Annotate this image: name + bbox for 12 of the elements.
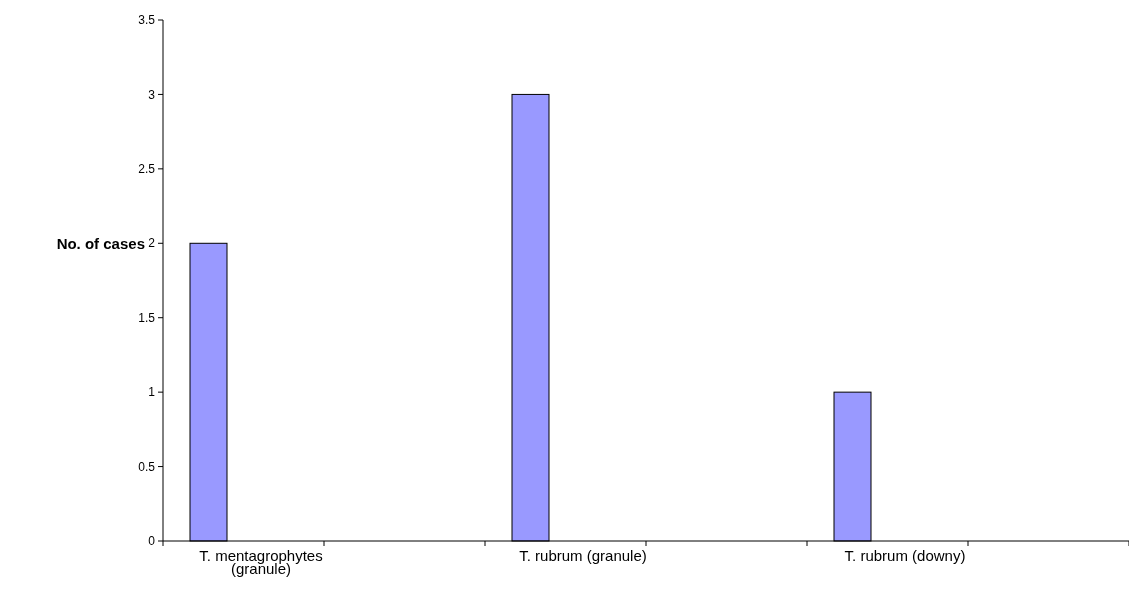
x-tick-label: T. mentagrophytes (granule) [199, 547, 323, 577]
y-tick-label: 2.5 [138, 162, 156, 177]
y-tick-label: 0.5 [138, 459, 156, 474]
x-tick-label: T. rubrum (downy) [844, 547, 966, 564]
y-tick-label: 2 [148, 236, 156, 251]
y-tick-label: 3 [148, 87, 156, 102]
y-tick-label: 1.5 [138, 310, 156, 325]
y-axis-title: No. of cases [56, 234, 145, 252]
y-tick-label: 1 [148, 385, 156, 400]
x-tick-label: T. rubrum (granule) [519, 547, 647, 564]
y-tick-label: 3.5 [138, 13, 156, 28]
y-tick-label: 0 [148, 534, 156, 549]
